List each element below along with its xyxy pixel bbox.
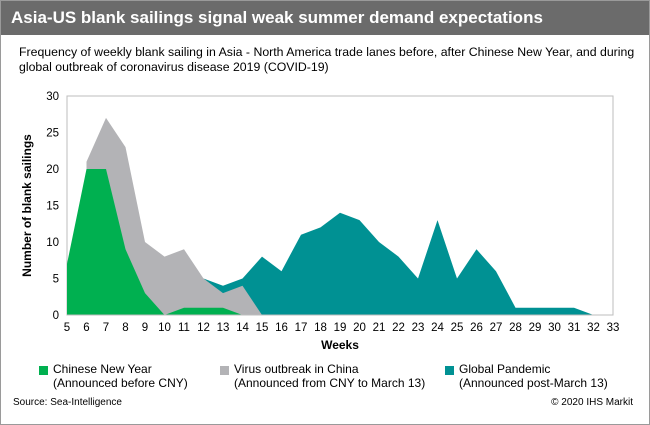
x-tick-label: 16: [275, 322, 288, 334]
x-tick-label: 27: [490, 322, 503, 334]
x-tick-label: 7: [103, 322, 109, 334]
x-tick-label: 25: [451, 322, 464, 334]
x-tick-label: 5: [64, 322, 70, 334]
x-tick-label: 29: [529, 322, 542, 334]
legend-swatch-pandemic: [445, 366, 454, 375]
x-tick-label: 11: [178, 322, 190, 334]
y-tick-label: 10: [46, 237, 59, 249]
x-tick-label: 33: [607, 322, 620, 334]
x-tick-label: 13: [217, 322, 230, 334]
y-axis-label: Number of blank sailings: [20, 134, 34, 277]
chart-subtitle: Frequency of weekly blank sailing in Asi…: [19, 45, 635, 74]
x-tick-label: 20: [353, 322, 366, 334]
x-tick-label: 23: [412, 322, 425, 334]
y-tick-label: 15: [46, 201, 59, 213]
y-tick-label: 0: [53, 310, 59, 322]
x-tick-label: 32: [587, 322, 600, 334]
x-tick-label: 10: [158, 322, 171, 334]
x-tick-label: 31: [568, 322, 581, 334]
x-tick-label: 9: [142, 322, 148, 334]
x-tick-label: 17: [295, 322, 308, 334]
y-tick-label: 30: [46, 91, 59, 103]
y-tick-label: 5: [53, 274, 59, 286]
x-tick-label: 30: [548, 322, 561, 334]
source-note: Source: Sea-Intelligence: [13, 397, 122, 408]
x-tick-label: 15: [256, 322, 269, 334]
legend-cny: Chinese New Year (Announced before CNY): [53, 362, 188, 390]
y-tick-label: 20: [46, 164, 59, 176]
legend-swatch-cny: [39, 366, 48, 375]
x-tick-label: 8: [122, 322, 128, 334]
legend-virus: Virus outbreak in China (Announced from C…: [234, 362, 426, 390]
copyright: © 2020 IHS Markit: [551, 397, 633, 408]
chart-title: Asia-US blank sailings signal weak summe…: [1, 1, 649, 35]
x-tick-label: 26: [470, 322, 483, 334]
x-tick-label: 18: [314, 322, 327, 334]
legend-pandemic: Global Pandemic (Announced post-March 13): [459, 362, 608, 390]
y-tick-label: 25: [46, 128, 59, 140]
area-chinese-new-year: [67, 169, 243, 315]
x-tick-label: 22: [392, 322, 405, 334]
x-tick-label: 21: [373, 322, 386, 334]
x-tick-label: 6: [83, 322, 89, 334]
area-global-pandemic: [203, 212, 594, 315]
x-axis-label: Weeks: [321, 338, 359, 352]
x-tick-label: 24: [431, 322, 444, 334]
legend-swatch-virus: [220, 366, 229, 375]
x-tick-label: 28: [509, 322, 522, 334]
x-tick-label: 14: [236, 322, 249, 334]
x-tick-label: 19: [334, 322, 347, 334]
x-tick-label: 12: [197, 322, 210, 334]
